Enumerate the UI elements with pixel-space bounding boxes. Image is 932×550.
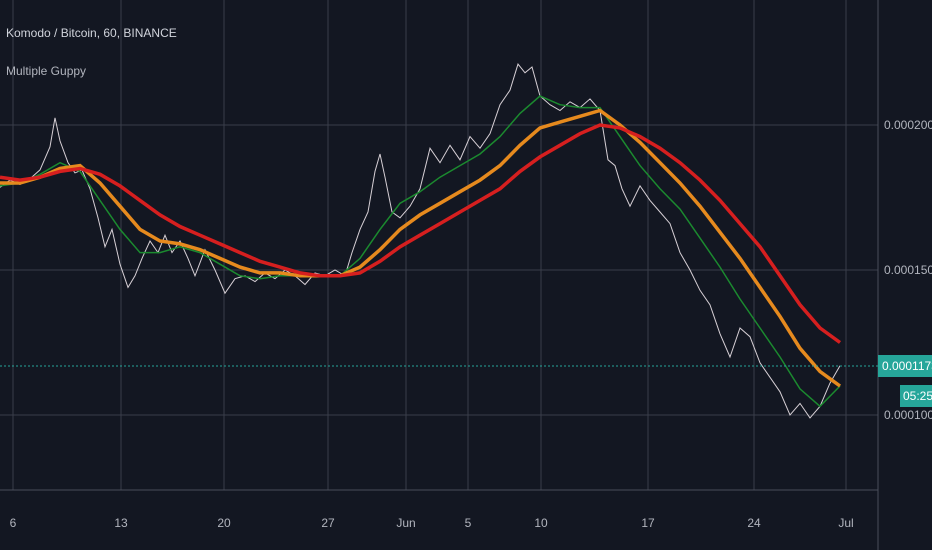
indicator-label[interactable]: Multiple Guppy [6, 64, 87, 78]
price-line [0, 63, 841, 419]
fast-ema-line [0, 95, 841, 408]
time-label: 17 [641, 516, 655, 530]
time-label: Jun [396, 516, 415, 530]
time-label: 10 [534, 516, 548, 530]
time-axis[interactable]: 6 13 20 27 Jun 5 10 17 24 Jul [10, 516, 854, 530]
slow-ema-line [0, 123, 842, 344]
time-label: 24 [747, 516, 761, 530]
countdown-value: 05:25 [903, 389, 932, 403]
symbol-title[interactable]: Komodo / Bitcoin, 60, BINANCE [6, 26, 177, 40]
time-label: 27 [321, 516, 335, 530]
time-label: 6 [10, 516, 17, 530]
time-label: 20 [217, 516, 231, 530]
countdown-badge [900, 385, 932, 407]
mid-ema-line [0, 108, 842, 388]
current-price-badge [878, 355, 932, 377]
time-label: Jul [838, 516, 853, 530]
time-label: 13 [114, 516, 128, 530]
current-price-value: 0.0001173 [882, 359, 932, 373]
time-label: 5 [465, 516, 472, 530]
